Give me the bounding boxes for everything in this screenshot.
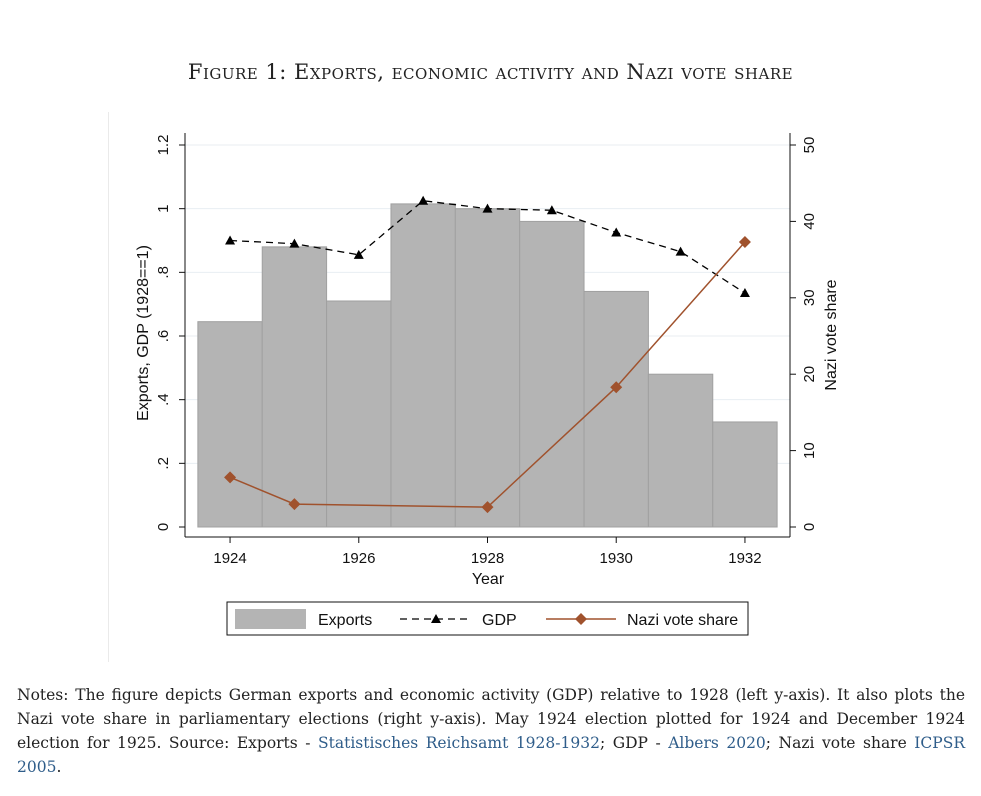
y-tick-label: .4 — [155, 393, 172, 406]
marker-nazi-1928 — [481, 501, 494, 514]
marker-gdp-1931 — [675, 246, 686, 256]
bar-exports-1924 — [197, 321, 263, 528]
y-tick-label: 1 — [155, 204, 172, 212]
marker-gdp-1926 — [353, 249, 364, 259]
source-link-vote[interactable]: ICPSR 2005 — [17, 734, 965, 776]
bar-exports-1925 — [261, 246, 328, 528]
bar-exports-1932 — [712, 421, 778, 528]
x-tick-label: 1932 — [728, 550, 761, 567]
marker-gdp-1930 — [611, 227, 622, 237]
bar-exports-1931 — [647, 373, 714, 528]
legend-label-nazi: Nazi vote share — [627, 612, 738, 629]
y2-tick-label: 40 — [801, 213, 818, 230]
plot-background — [108, 112, 869, 662]
notes-text-1: Notes: The figure depicts German exports… — [17, 686, 965, 752]
legend: Exports GDP Nazi vote share — [226, 601, 749, 636]
y2-axis-label: Nazi vote share — [823, 279, 840, 390]
marker-gdp-1927 — [418, 195, 429, 205]
legend-marker-gdp — [431, 614, 441, 623]
figure-notes: Notes: The figure depicts German exports… — [17, 683, 965, 779]
legend-swatch-exports — [235, 609, 306, 629]
bar-exports-1930 — [583, 290, 649, 528]
x-tick-label: 1926 — [342, 550, 375, 567]
notes-text-4: . — [56, 758, 62, 776]
legend-marker-nazi — [575, 613, 587, 625]
legend-label-exports: Exports — [318, 612, 372, 629]
y-tick-label: .2 — [155, 457, 172, 470]
notes-text-2: ; GDP - — [599, 734, 669, 752]
marker-gdp-1924 — [225, 235, 236, 245]
x-axis-label: Year — [472, 571, 505, 588]
source-link-gdp[interactable]: Albers 2020 — [668, 734, 766, 752]
y-tick-label: 1.2 — [155, 135, 172, 156]
marker-gdp-1928 — [482, 203, 493, 213]
bar-exports-1926 — [326, 300, 392, 528]
source-link-exports[interactable]: Statistisches Reichsamt 1928-1932 — [318, 734, 600, 752]
legend-label-gdp: GDP — [482, 612, 517, 629]
y2-tick-label: 30 — [801, 289, 818, 306]
y-tick-label: .8 — [155, 266, 172, 279]
marker-nazi-1924 — [224, 471, 237, 484]
x-tick-label: 1930 — [600, 550, 633, 567]
y-axis-label: Exports, GDP (1928==1) — [135, 245, 152, 421]
marker-nazi-1930 — [610, 381, 623, 394]
marker-gdp-1929 — [546, 205, 557, 215]
y2-tick-label: 0 — [801, 523, 818, 531]
notes-text-3: ; Nazi vote share — [765, 734, 915, 752]
y2-tick-label: 10 — [801, 442, 818, 459]
x-tick-label: 1924 — [213, 550, 246, 567]
marker-nazi-1932 — [738, 236, 751, 249]
bar-exports-1928 — [454, 208, 521, 528]
y-tick-label: .6 — [155, 330, 172, 343]
x-tick-label: 1928 — [471, 550, 504, 567]
y2-tick-label: 20 — [801, 366, 818, 383]
figure-title: Figure 1: Exports, economic activity and… — [187, 60, 794, 84]
y-tick-label: 0 — [155, 523, 172, 531]
y2-tick-label: 50 — [801, 137, 818, 154]
marker-gdp-1925 — [289, 238, 300, 248]
bar-exports-1929 — [519, 220, 585, 528]
marker-gdp-1932 — [739, 288, 750, 298]
bar-exports-1927 — [390, 203, 456, 528]
marker-nazi-1925 — [288, 498, 301, 511]
